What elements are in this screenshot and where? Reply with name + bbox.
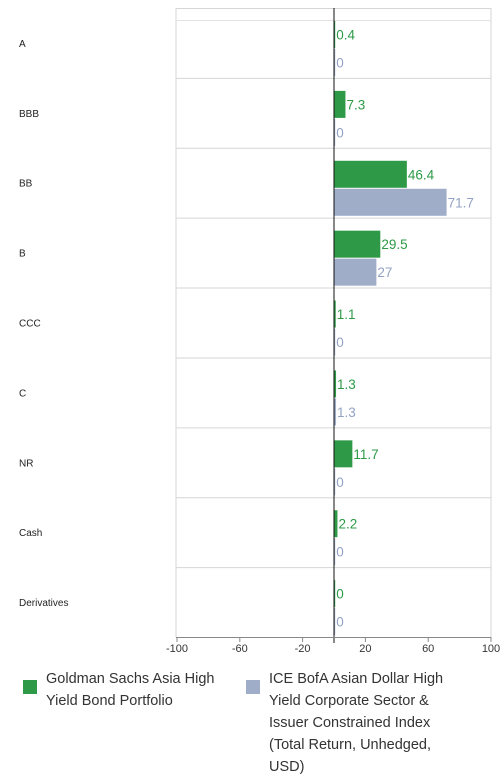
bar-portfolio (334, 300, 336, 328)
bar-index (334, 49, 336, 76)
bar-portfolio (334, 370, 337, 398)
bar-portfolio (334, 510, 338, 538)
category-label: NR (19, 458, 33, 469)
category-label: C (19, 388, 26, 399)
category-label: Derivatives (19, 598, 68, 609)
legend-swatch-portfolio (23, 680, 37, 694)
bar-portfolio (334, 230, 381, 258)
bar-portfolio (334, 440, 353, 468)
value-label: 0 (336, 125, 344, 140)
legend-item-index: ICE BofA Asian Dollar High Yield Corpora… (246, 668, 443, 778)
value-label: 1.1 (337, 307, 356, 322)
bar-portfolio (334, 160, 407, 188)
category-label: A (19, 39, 26, 50)
x-tick-label: 20 (359, 643, 371, 655)
legend-line: Goldman Sachs Asia High (46, 671, 215, 687)
value-label: 27 (377, 265, 392, 280)
x-axis: -100 -60 -20 20 60 100 (166, 8, 500, 655)
legend-line: USD) (269, 759, 305, 775)
legend-swatch-index (246, 680, 260, 694)
value-label: 0.4 (336, 28, 355, 43)
value-label: 7.3 (346, 97, 365, 112)
value-label: 0 (336, 587, 344, 602)
bar-index (334, 118, 336, 146)
bar-index (334, 328, 336, 356)
value-label: 1.3 (337, 405, 356, 420)
legend-item-portfolio: Goldman Sachs Asia High Yield Bond Portf… (23, 668, 214, 712)
category-label: BB (19, 179, 33, 190)
value-label: 46.4 (408, 167, 435, 182)
bar-index (334, 398, 337, 426)
category-label: B (19, 249, 26, 260)
value-labels: 0.407.3046.471.729.5271.101.31.311.702.2… (336, 28, 474, 630)
x-tick-label: 60 (422, 643, 434, 655)
value-label: 29.5 (381, 237, 407, 252)
legend-label-portfolio: Goldman Sachs Asia High Yield Bond Portf… (46, 668, 214, 712)
bar-index (334, 468, 336, 496)
bar-portfolio (334, 21, 336, 48)
x-tick-label: -60 (232, 643, 248, 655)
value-label: 1.3 (337, 377, 356, 392)
value-label: 0 (336, 615, 344, 630)
bar-portfolio (334, 580, 336, 608)
category-label: CCC (19, 319, 41, 330)
x-tick-label: -100 (166, 643, 188, 655)
bar-index (334, 258, 377, 286)
legend: Goldman Sachs Asia High Yield Bond Portf… (0, 668, 503, 775)
legend-line: (Total Return, Unhedged, (269, 737, 432, 753)
bar-index (334, 188, 447, 216)
legend-line: ICE BofA Asian Dollar High (269, 671, 444, 687)
bars (334, 21, 447, 636)
category-label: Cash (19, 528, 42, 539)
bar-portfolio (334, 90, 346, 118)
category-label: BBB (19, 109, 39, 120)
legend-line: Issuer Constrained Index (269, 715, 431, 731)
legend-label-index: ICE BofA Asian Dollar High Yield Corpora… (269, 668, 443, 778)
value-label: 71.7 (448, 195, 474, 210)
value-label: 0 (336, 335, 344, 350)
bar-index (334, 538, 336, 566)
value-label: 0 (336, 475, 344, 490)
legend-line: Yield Bond Portfolio (46, 693, 173, 709)
value-label: 0 (336, 56, 344, 71)
bar-index (334, 608, 336, 636)
value-label: 0 (336, 545, 344, 560)
x-tick-label: 100 (482, 643, 500, 655)
x-tick-label: -20 (295, 643, 311, 655)
legend-line: Yield Corporate Sector & (269, 693, 429, 709)
value-label: 11.7 (353, 447, 378, 462)
value-label: 2.2 (338, 517, 357, 532)
